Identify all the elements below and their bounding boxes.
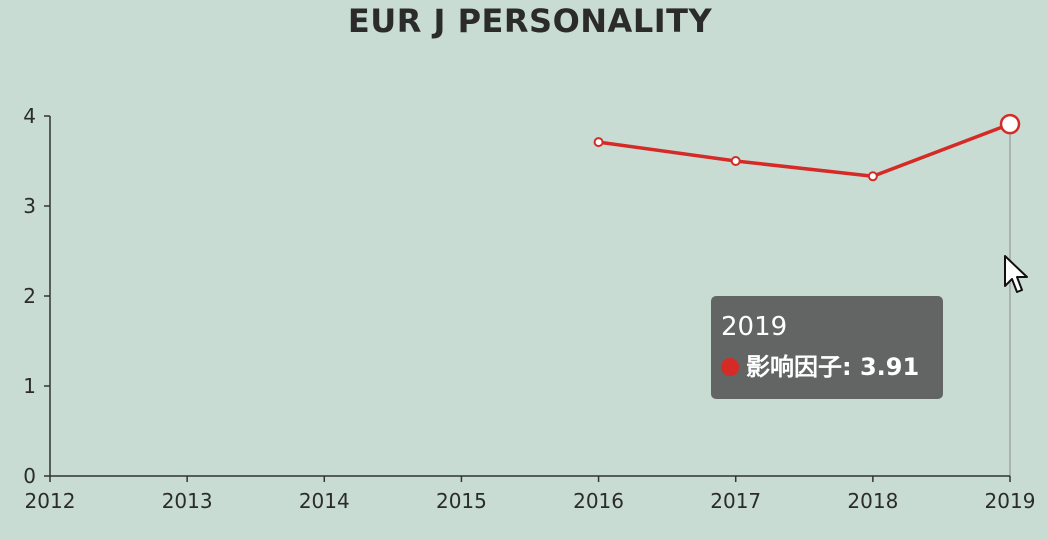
- x-tick-label: 2013: [162, 489, 213, 513]
- series-line: [598, 122, 1011, 179]
- y-tick-label: 1: [23, 374, 36, 398]
- highlighted-data-point: [999, 113, 1021, 135]
- chart-title: EUR J PERSONALITY: [347, 2, 713, 40]
- mouse-pointer-icon: [1004, 255, 1028, 293]
- data-tooltip: 2019 影响因子: 3.91: [711, 296, 943, 399]
- y-tick-label: 2: [23, 284, 36, 308]
- x-tick-label: 2012: [25, 489, 76, 513]
- y-tick-label: 0: [23, 464, 36, 488]
- tooltip-value: 3.91: [859, 353, 920, 381]
- x-tick-label: 2014: [299, 489, 350, 513]
- x-tick-label: 2018: [847, 489, 898, 513]
- y-tick-label: 3: [23, 194, 36, 218]
- data-point: [593, 137, 604, 148]
- data-point: [730, 156, 741, 166]
- data-point: [867, 171, 878, 182]
- tooltip-series-label: 影响因子: [746, 353, 842, 381]
- tooltip-row: 影响因子: 3.91: [721, 352, 933, 382]
- x-tick-label: 2017: [710, 489, 761, 513]
- x-tick-label: 2019: [985, 489, 1036, 513]
- y-tick-label: 4: [23, 104, 36, 128]
- tooltip-separator: :: [842, 353, 860, 381]
- tooltip-title: 2019: [721, 312, 788, 342]
- series-color-dot-icon: [721, 358, 739, 376]
- x-tick-label: 2016: [573, 489, 624, 513]
- x-tick-label: 2015: [436, 489, 487, 513]
